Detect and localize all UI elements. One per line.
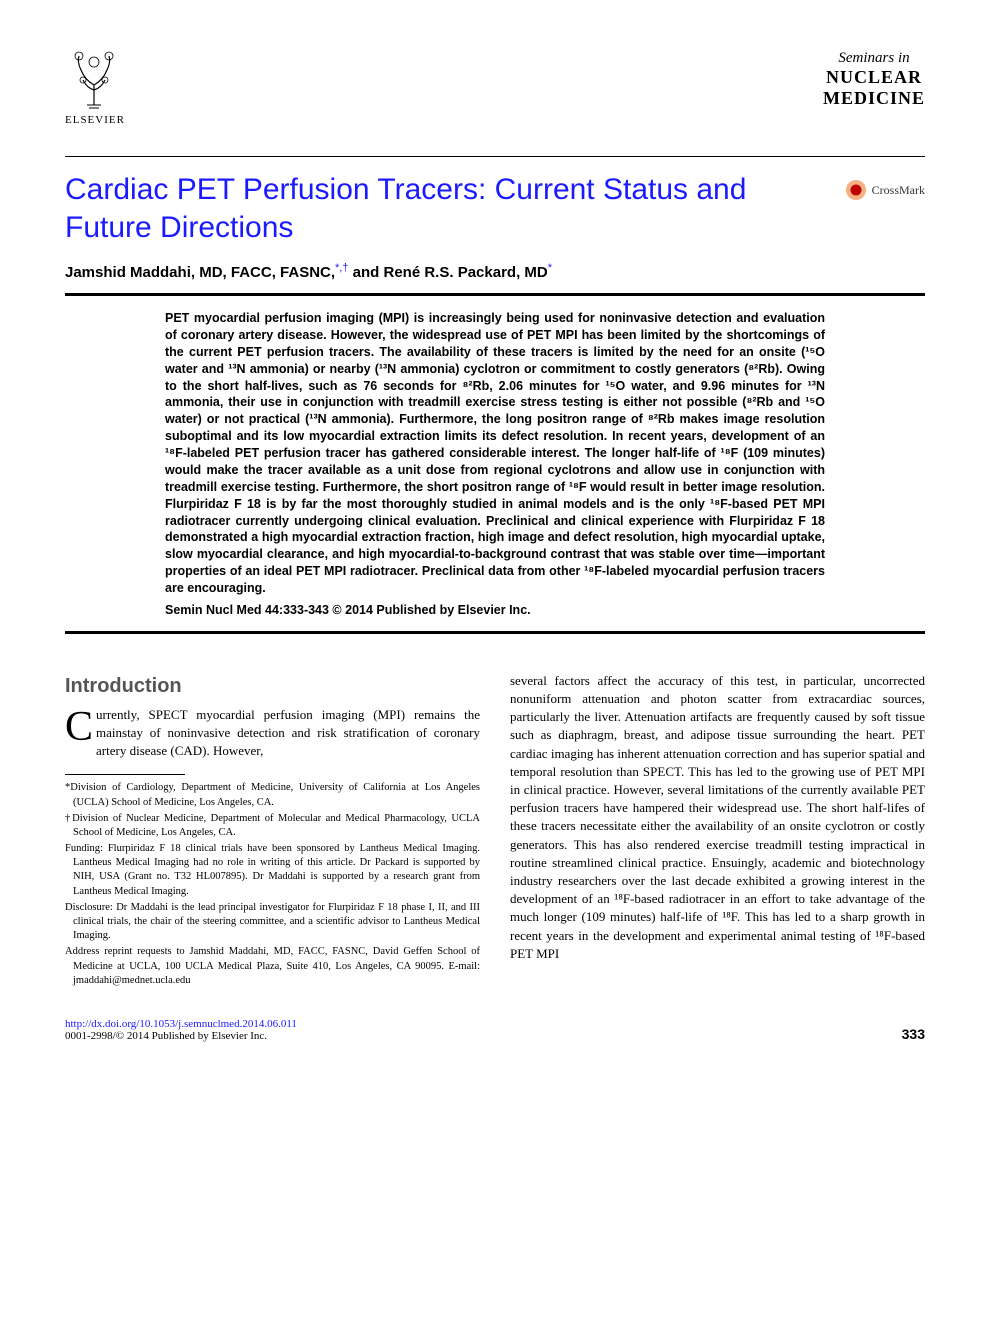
crossmark-label: CrossMark [872, 183, 925, 198]
intro-text: urrently, SPECT myocardial perfusion ima… [96, 707, 480, 758]
author2-affil: * [548, 262, 552, 274]
journal-line1: Seminars in [823, 50, 925, 67]
abstract-text: PET myocardial perfusion imaging (MPI) i… [165, 310, 825, 597]
column-left: Introduction Currently, SPECT myocardial… [65, 672, 480, 990]
intro-paragraph: Currently, SPECT myocardial perfusion im… [65, 706, 480, 761]
page-number: 333 [902, 1026, 925, 1042]
footnote-rule [65, 774, 185, 775]
citation-line: Semin Nucl Med 44:333-343 © 2014 Publish… [165, 603, 825, 617]
publisher-block: ELSEVIER [65, 50, 125, 126]
authors-line: Jamshid Maddahi, MD, FACC, FASNC,*,† and… [65, 262, 925, 281]
crossmark-icon [845, 179, 867, 201]
abstract-block: PET myocardial perfusion imaging (MPI) i… [65, 293, 925, 634]
footnote-2: †Division of Nuclear Medicine, Departmen… [65, 812, 480, 840]
author-1: Jamshid Maddahi, MD, FACC, FASNC, [65, 264, 335, 281]
doi-link[interactable]: http://dx.doi.org/10.1053/j.semnuclmed.2… [65, 1018, 297, 1030]
title-section: Cardiac PET Perfusion Tracers: Current S… [65, 156, 925, 281]
column-right: several factors affect the accuracy of t… [510, 672, 925, 990]
footer-left: http://dx.doi.org/10.1053/j.semnuclmed.2… [65, 1018, 297, 1042]
title-row: Cardiac PET Perfusion Tracers: Current S… [65, 171, 925, 246]
journal-title: Seminars in NUCLEAR MEDICINE [823, 50, 925, 109]
issn-line: 0001-2998/© 2014 Published by Elsevier I… [65, 1030, 267, 1042]
page-header: ELSEVIER Seminars in NUCLEAR MEDICINE [65, 50, 925, 126]
footnote-5: Address reprint requests to Jamshid Madd… [65, 945, 480, 988]
body-continuation: several factors affect the accuracy of t… [510, 672, 925, 963]
dropcap: C [65, 706, 96, 746]
footnotes: *Division of Cardiology, Department of M… [65, 781, 480, 987]
footnote-1: *Division of Cardiology, Department of M… [65, 781, 480, 809]
footnote-4: Disclosure: Dr Maddahi is the lead princ… [65, 901, 480, 944]
article-title: Cardiac PET Perfusion Tracers: Current S… [65, 171, 785, 246]
author-conjunction: and René R.S. Packard, MD [349, 264, 548, 281]
elsevier-tree-icon [67, 50, 122, 110]
footnote-3: Funding: Flurpiridaz F 18 clinical trial… [65, 842, 480, 899]
intro-heading: Introduction [65, 672, 480, 700]
crossmark-badge[interactable]: CrossMark [845, 179, 925, 201]
body-columns: Introduction Currently, SPECT myocardial… [65, 672, 925, 990]
publisher-name: ELSEVIER [65, 114, 125, 126]
author1-affil: *,† [335, 262, 348, 274]
page-footer: http://dx.doi.org/10.1053/j.semnuclmed.2… [65, 1018, 925, 1042]
journal-line3: MEDICINE [823, 88, 925, 109]
journal-line2: NUCLEAR [823, 67, 925, 88]
